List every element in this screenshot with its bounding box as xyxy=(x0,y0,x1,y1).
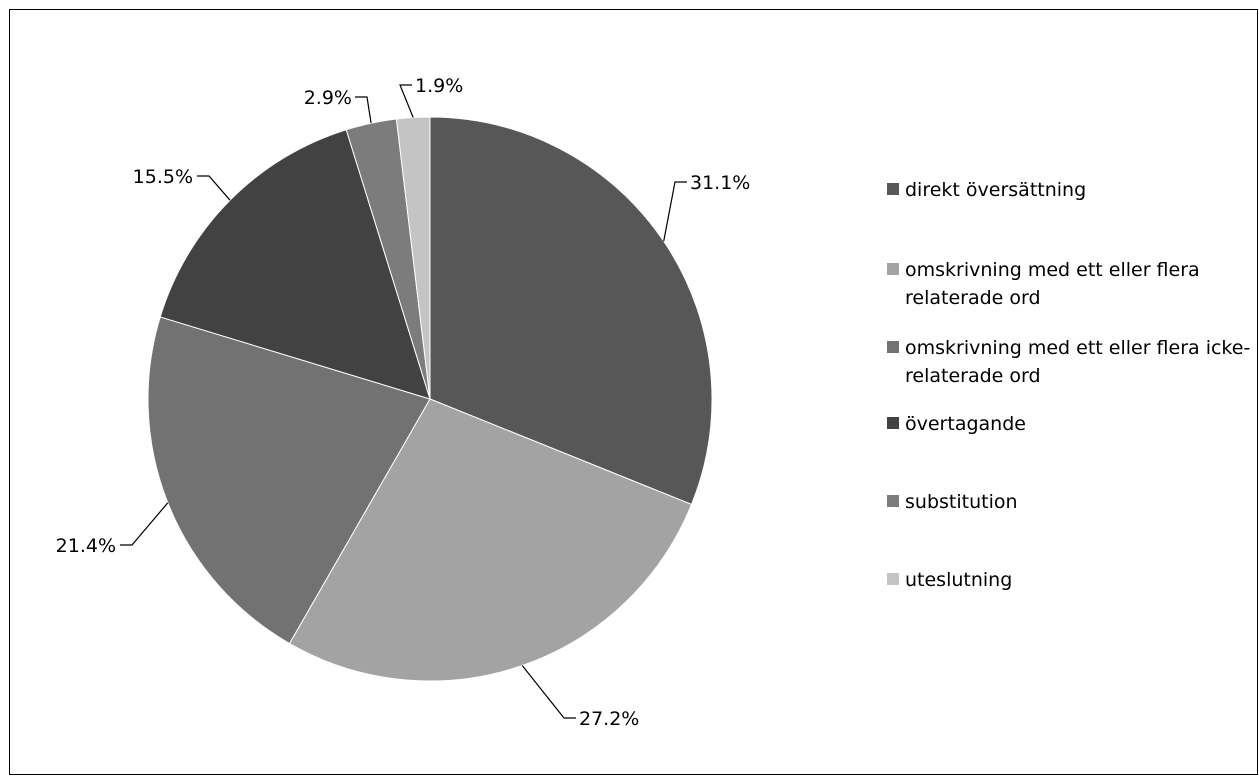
legend-label: substitution xyxy=(905,491,1018,513)
legend-swatch xyxy=(887,573,899,585)
leader-line-5 xyxy=(355,96,372,124)
legend-swatch xyxy=(887,263,899,275)
pie-slice-1 xyxy=(429,116,713,506)
data-label-1: 31.1% xyxy=(690,172,750,194)
pie-chart: 31.1% 27.2% 21.4% 15.5% 2.9% 1.9% xyxy=(56,75,751,730)
data-label-4: 15.5% xyxy=(133,166,193,188)
legend-label: direkt översättning xyxy=(905,179,1087,201)
leader-line-2 xyxy=(521,665,576,719)
legend-swatch xyxy=(887,495,899,507)
legend-item-overtagande: övertagande xyxy=(887,410,1255,438)
chart-legend: direkt översättning omskrivning med ett … xyxy=(887,0,1259,776)
data-label-2: 27.2% xyxy=(579,708,639,730)
legend-swatch xyxy=(887,183,899,195)
leader-line-6 xyxy=(399,84,414,118)
data-label-3: 21.4% xyxy=(56,535,116,557)
legend-item-omskrivning-relaterade: omskrivning med ett eller flera relatera… xyxy=(887,256,1255,312)
legend-label: omskrivning med ett eller flera icke-rel… xyxy=(905,337,1251,387)
legend-item-omskrivning-icke-relaterade: omskrivning med ett eller flera icke-rel… xyxy=(887,334,1255,390)
legend-item-substitution: substitution xyxy=(887,488,1255,516)
leader-line-3 xyxy=(120,502,169,546)
data-label-6: 1.9% xyxy=(415,75,463,97)
legend-item-direkt-oversattning: direkt översättning xyxy=(887,176,1255,204)
leader-line-4 xyxy=(197,175,231,201)
legend-label: omskrivning med ett eller flera relatera… xyxy=(905,259,1200,309)
data-label-5: 2.9% xyxy=(304,87,352,109)
legend-label: övertagande xyxy=(905,413,1026,435)
legend-item-uteslutning: uteslutning xyxy=(887,566,1255,594)
leader-line-1 xyxy=(663,181,687,242)
legend-swatch xyxy=(887,341,899,353)
legend-label: uteslutning xyxy=(905,569,1013,591)
pie-slice-4 xyxy=(159,129,431,400)
legend-swatch xyxy=(887,417,899,429)
